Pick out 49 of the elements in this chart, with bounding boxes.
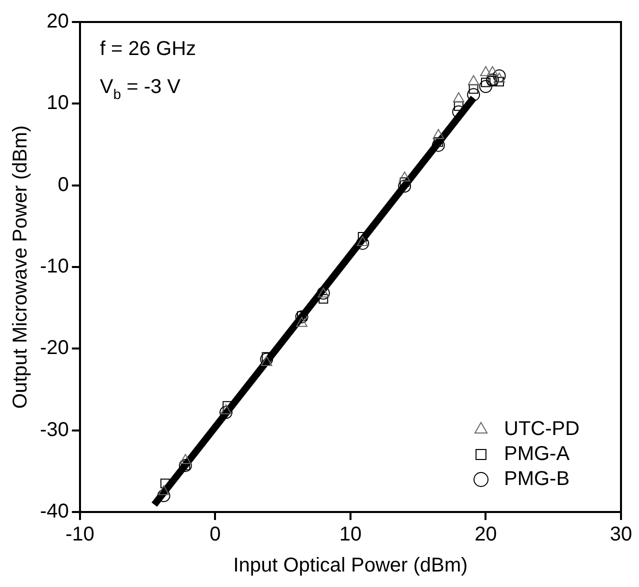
point <box>160 478 170 488</box>
point <box>220 406 232 419</box>
point <box>486 66 498 76</box>
point <box>318 287 330 298</box>
x-tick-label: -10 <box>65 524 94 546</box>
y-tick-label: 10 <box>46 92 69 114</box>
y-tick-label: -40 <box>40 500 69 523</box>
point <box>480 66 492 76</box>
point <box>488 76 498 86</box>
x-tick-label: 10 <box>339 524 362 546</box>
point <box>356 236 368 246</box>
point <box>492 69 506 82</box>
y-tick-label: 0 <box>58 174 69 196</box>
point <box>220 404 232 414</box>
x-tick-label: 20 <box>474 524 497 546</box>
point <box>398 171 410 182</box>
point <box>467 88 480 102</box>
x-tick-label: 30 <box>610 524 632 546</box>
point <box>180 454 192 464</box>
point <box>468 75 480 86</box>
point <box>432 129 444 140</box>
point <box>296 316 308 327</box>
y-tick-label: -20 <box>40 337 69 360</box>
point <box>318 294 328 304</box>
y-tick-label: -30 <box>40 418 69 441</box>
point <box>486 73 499 86</box>
legend-label: PMG-A <box>504 443 570 466</box>
point <box>479 80 492 94</box>
point <box>494 76 504 86</box>
annotation: f = 26 GHz <box>100 38 196 60</box>
y-axis-title: Output Microwave Power (dBm) <box>10 125 32 409</box>
legend-label: PMG-B <box>504 468 570 490</box>
point <box>295 310 308 324</box>
point <box>494 72 505 83</box>
point <box>260 352 274 366</box>
y-tick-label: -10 <box>40 256 69 278</box>
y-tick-label: 20 <box>46 10 69 33</box>
x-axis-title: Input Optical Power (dBm) <box>233 554 468 577</box>
point <box>158 485 170 496</box>
point <box>356 236 370 250</box>
point <box>452 92 464 102</box>
point <box>432 138 445 152</box>
point <box>398 180 412 193</box>
legend-label: UTC-PD <box>504 418 580 440</box>
point <box>316 286 330 300</box>
point <box>260 356 272 366</box>
x-tick-label: 0 <box>210 524 221 546</box>
point <box>452 105 466 118</box>
point <box>157 489 170 502</box>
